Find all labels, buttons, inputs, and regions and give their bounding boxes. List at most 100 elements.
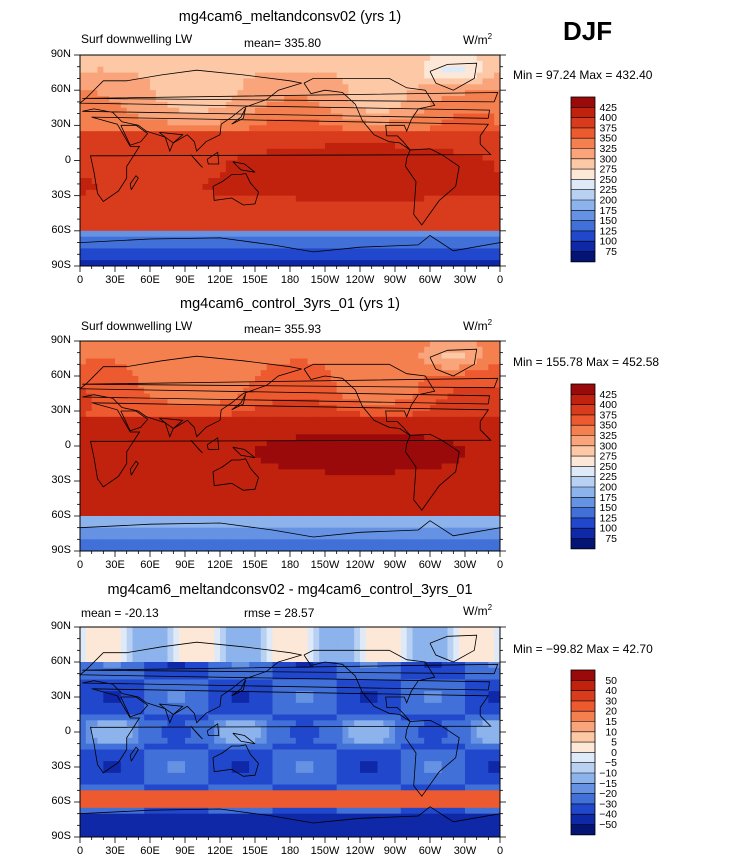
- field-cell: [435, 451, 443, 459]
- field-cell: [459, 242, 466, 249]
- field-cell: [482, 178, 489, 185]
- field-cell: [365, 463, 373, 470]
- field-cell: [278, 230, 285, 238]
- field-cell: [155, 101, 163, 109]
- field-cell: [342, 131, 349, 138]
- field-cell: [441, 195, 448, 202]
- field-cell: [272, 137, 279, 144]
- field-cell: [418, 131, 425, 138]
- field-cell: [150, 446, 157, 453]
- field-cell: [494, 516, 501, 523]
- field-cell: [307, 498, 314, 505]
- field-cell: [336, 113, 343, 120]
- field-cell: [406, 376, 413, 383]
- field-cell: [138, 516, 145, 523]
- field-cell: [488, 475, 495, 482]
- field-cell: [266, 230, 273, 238]
- field-cell: [418, 166, 425, 173]
- field-cell: [167, 213, 174, 220]
- field-cell: [360, 254, 367, 261]
- field-cell: [138, 457, 145, 464]
- field-cell: [126, 463, 133, 470]
- field-cell: [313, 434, 320, 441]
- field-cell: [97, 393, 104, 400]
- field-cell: [85, 405, 93, 412]
- field-cell: [266, 399, 273, 406]
- field-cell: [325, 219, 332, 226]
- field-cell: [430, 475, 437, 482]
- field-cell: [319, 510, 326, 517]
- field-cell: [290, 213, 297, 220]
- field-cell: [91, 346, 98, 354]
- field-cell: [470, 242, 478, 249]
- field-cell: [365, 78, 373, 85]
- field-cell: [395, 346, 402, 354]
- field-cell: [482, 352, 489, 359]
- field-cell: [255, 416, 262, 424]
- field-cell: [354, 242, 361, 249]
- field-cell: [313, 224, 320, 232]
- field-cell: [313, 341, 320, 348]
- field-cell: [91, 516, 98, 523]
- field-cell: [371, 376, 378, 383]
- field-cell: [400, 364, 408, 371]
- field-cell: [395, 428, 402, 435]
- field-cell: [214, 364, 221, 371]
- field-cell: [208, 72, 215, 79]
- field-cell: [225, 358, 233, 365]
- field-cell: [400, 60, 408, 68]
- field-cell: [255, 213, 262, 220]
- field-cell: [290, 119, 297, 126]
- field-cell: [470, 101, 478, 109]
- field-cell: [319, 492, 326, 499]
- field-cell: [115, 451, 122, 459]
- field-cell: [301, 440, 308, 447]
- field-cell: [91, 248, 98, 255]
- field-cell: [97, 416, 104, 424]
- field-cell: [476, 90, 483, 97]
- field-cell: [430, 393, 437, 400]
- field-cell: [459, 84, 466, 91]
- field-cell: [383, 84, 390, 91]
- field-cell: [465, 469, 472, 476]
- field-cell: [231, 492, 238, 499]
- field-cell: [115, 504, 122, 511]
- field-cell: [202, 440, 209, 447]
- field-cell: [173, 341, 180, 348]
- field-cell: [342, 521, 349, 529]
- field-cell: [260, 370, 268, 377]
- field-cell: [476, 248, 483, 255]
- field-cell: [272, 510, 279, 517]
- field-cell: [453, 195, 460, 202]
- field-cell: [406, 166, 413, 173]
- field-cell: [196, 411, 203, 418]
- field-cell: [336, 463, 343, 470]
- field-cell: [360, 463, 367, 470]
- field-cell: [144, 451, 151, 459]
- field-cell: [400, 387, 408, 394]
- field-cell: [109, 358, 116, 365]
- field-cell: [185, 72, 192, 79]
- field-cell: [85, 434, 93, 441]
- field-cell: [185, 434, 192, 441]
- field-cell: [371, 207, 378, 214]
- field-cell: [430, 254, 437, 261]
- field-cell: [430, 230, 437, 238]
- field-cell: [272, 387, 279, 394]
- field-cell: [138, 160, 145, 167]
- field-cell: [424, 446, 431, 453]
- field-cell: [389, 370, 396, 377]
- field-cell: [389, 492, 396, 499]
- field-cell: [295, 341, 303, 348]
- field-cell: [237, 178, 244, 185]
- field-cell: [383, 154, 390, 161]
- field-cell: [371, 201, 378, 208]
- field-cell: [144, 510, 151, 517]
- field-cell: [395, 498, 402, 505]
- panel-1-mean-label: mean= 335.80: [244, 36, 322, 50]
- field-cell: [202, 148, 209, 156]
- field-cell: [383, 219, 390, 226]
- field-cell: [150, 411, 157, 418]
- field-cell: [214, 242, 221, 249]
- field-cell: [400, 178, 408, 185]
